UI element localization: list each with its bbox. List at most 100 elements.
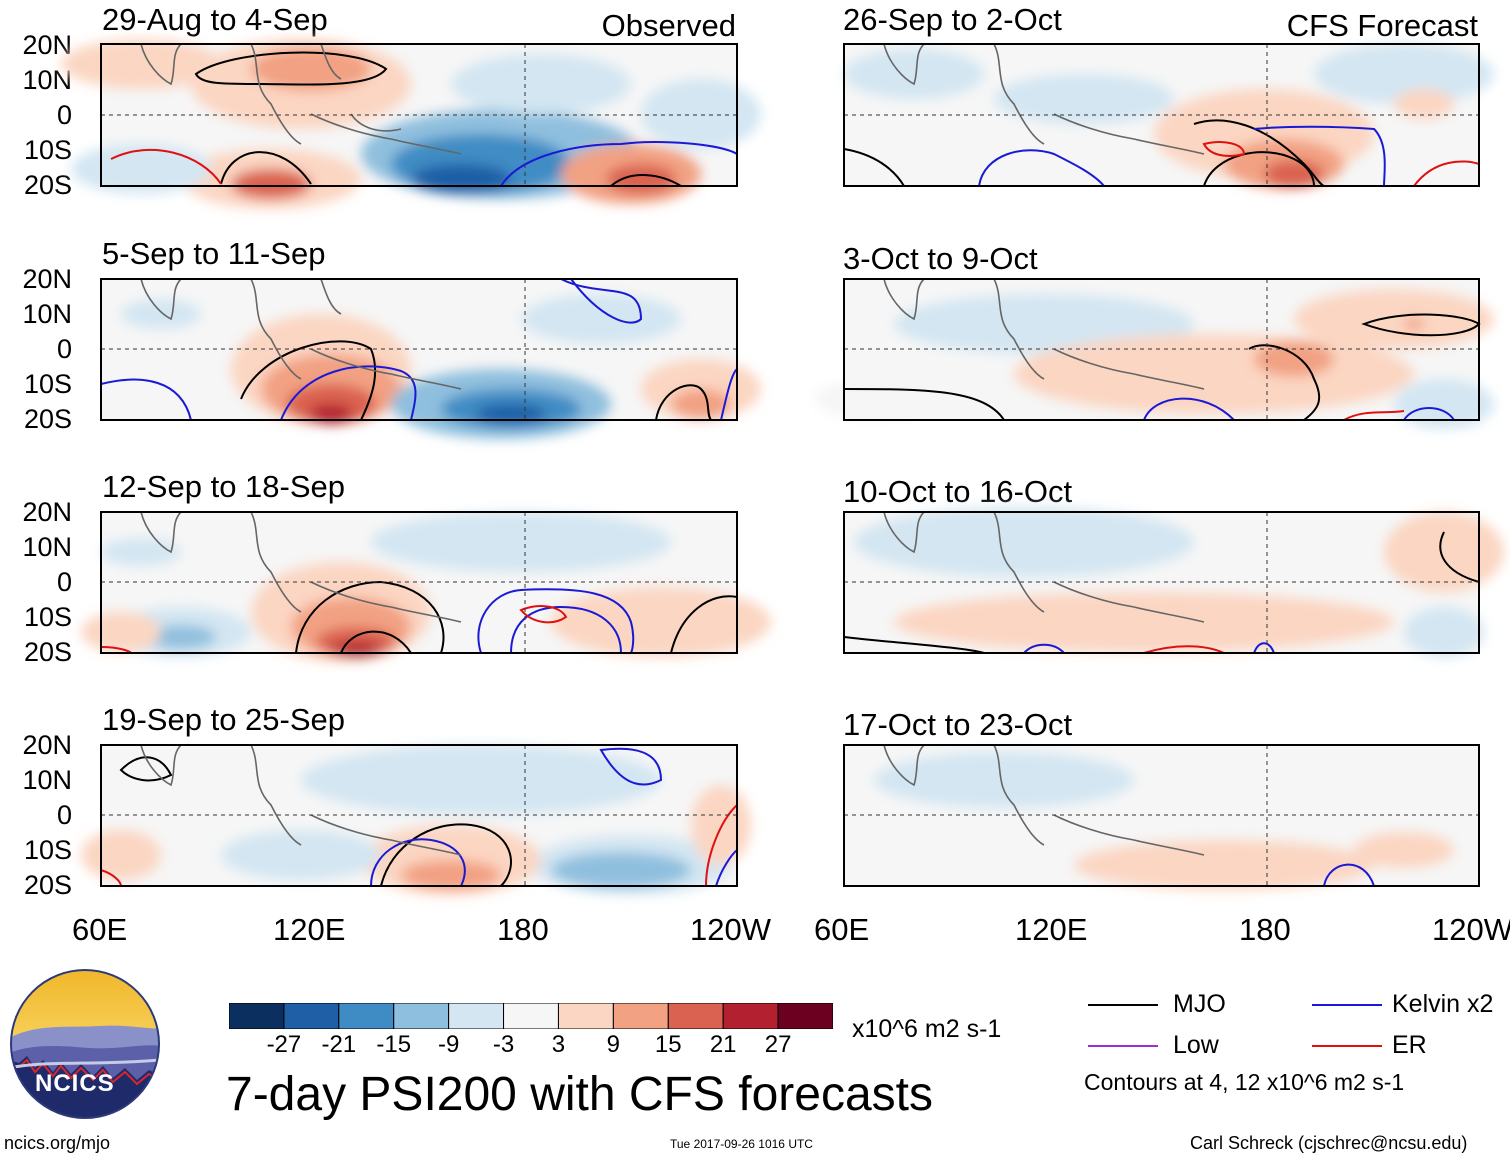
colorbar-tick-label: 3 xyxy=(551,1031,566,1058)
colorbar-tick-label: -9 xyxy=(437,1031,460,1058)
ncics-logo xyxy=(10,969,160,1119)
contours xyxy=(843,531,1480,654)
colorbar-tick-label: 27 xyxy=(764,1031,792,1058)
colorbar-swatch xyxy=(667,1003,724,1029)
lon-label: 120E xyxy=(273,912,346,947)
colorbar-swatch xyxy=(503,1003,559,1029)
colorbar-unit: x10^6 m2 s-1 xyxy=(852,1015,1002,1043)
lat-label: 20N xyxy=(22,497,72,527)
anomaly-field xyxy=(81,745,751,895)
lat-label: 0 xyxy=(56,567,72,597)
lat-label: 10N xyxy=(22,532,72,562)
lat-label: 0 xyxy=(56,334,72,364)
anomaly-field xyxy=(854,507,1504,657)
map-panel-fcst-3 xyxy=(843,507,1504,657)
coastlines xyxy=(883,511,1205,623)
coastlines xyxy=(140,43,462,155)
lon-label: 180 xyxy=(497,912,549,947)
legend-line-kelvin xyxy=(1312,1004,1382,1006)
contours xyxy=(100,278,738,421)
footer-credit: Carl Schreck (cjschrec@ncsu.edu) xyxy=(1190,1133,1468,1153)
contours xyxy=(843,119,1480,187)
lat-label: 0 xyxy=(56,100,72,130)
lat-label: 20S xyxy=(23,404,72,434)
lat-label: 10S xyxy=(23,602,72,632)
legend-line-low xyxy=(1088,1045,1158,1047)
forecast-label: CFS Forecast xyxy=(1286,8,1478,43)
anomaly-field xyxy=(814,289,1494,429)
lat-label: 10N xyxy=(22,299,72,329)
panel-title-obs-4: 19-Sep to 25-Sep xyxy=(102,702,346,737)
colorbar-tick-label: -15 xyxy=(376,1031,412,1058)
main-title: 7-day PSI200 with CFS forecasts xyxy=(226,1068,933,1121)
map-panel-fcst-2 xyxy=(814,278,1494,429)
colorbar-swatch xyxy=(557,1003,614,1029)
colorbar-tick-label: -21 xyxy=(321,1031,357,1058)
lat-label: 0 xyxy=(56,800,72,830)
contours xyxy=(110,51,738,187)
panel-title-fcst-2: 3-Oct to 9-Oct xyxy=(843,241,1038,276)
lat-label: 20S xyxy=(23,170,72,200)
colorbar-swatch xyxy=(283,1003,340,1029)
colorbar-swatch xyxy=(448,1003,505,1029)
colorbar-tick-label: -27 xyxy=(266,1031,302,1058)
legend-label-low: Low xyxy=(1173,1031,1219,1059)
panel-title-fcst-3: 10-Oct to 16-Oct xyxy=(843,474,1073,509)
observed-label: Observed xyxy=(601,8,736,43)
lon-label: 180 xyxy=(1239,912,1291,947)
colorbar-tick-label: 9 xyxy=(606,1031,621,1058)
footer-timestamp: Tue 2017-09-26 1016 UTC xyxy=(670,1137,813,1151)
map-panel-obs-4 xyxy=(81,744,751,895)
map-panel-fcst-4 xyxy=(843,744,1480,890)
coastlines xyxy=(140,511,462,623)
colorbar-swatch xyxy=(393,1003,450,1029)
colorbar-tick-label: 15 xyxy=(654,1031,682,1058)
colorbar xyxy=(229,1003,833,1029)
lat-label: 10S xyxy=(23,835,72,865)
coastlines xyxy=(883,744,1205,856)
colorbar-swatch xyxy=(229,1003,285,1029)
map-panel-obs-1 xyxy=(61,39,761,209)
coastlines xyxy=(883,278,1205,390)
colorbar-swatch xyxy=(722,1003,779,1029)
map-panel-fcst-1 xyxy=(843,43,1494,189)
map-panel-obs-3 xyxy=(81,511,771,662)
legend-line-mjo xyxy=(1088,1004,1158,1006)
anomaly-field xyxy=(874,752,1454,890)
lon-label: 120W xyxy=(1432,914,1510,945)
lat-label: 20S xyxy=(23,870,72,900)
lon-label: 60E xyxy=(814,912,870,947)
contours xyxy=(100,747,738,887)
legend-contour-note: Contours at 4, 12 x10^6 m2 s-1 xyxy=(1084,1069,1405,1095)
lat-label: 20N xyxy=(22,264,72,294)
coastlines xyxy=(140,744,462,856)
lat-label: 10N xyxy=(22,765,72,795)
colorbar-swatch xyxy=(612,1003,669,1029)
map-panel-obs-2 xyxy=(100,278,761,439)
contours xyxy=(1323,863,1375,887)
colorbar-tick-label: 21 xyxy=(709,1031,737,1058)
anomaly-field xyxy=(81,512,771,662)
lat-label: 20N xyxy=(22,30,72,60)
lat-label: 10S xyxy=(23,369,72,399)
lon-label: 120E xyxy=(1015,912,1088,947)
coastlines xyxy=(140,278,462,390)
lat-label: 10N xyxy=(22,65,72,95)
panel-title-obs-2: 5-Sep to 11-Sep xyxy=(102,236,326,271)
lon-label: 60E xyxy=(72,912,128,947)
panel-title-obs-1: 29-Aug to 4-Sep xyxy=(102,2,328,37)
legend-line-er xyxy=(1312,1045,1382,1047)
colorbar-swatch xyxy=(338,1003,395,1029)
panel-title-fcst-1: 26-Sep to 2-Oct xyxy=(843,2,1062,37)
lat-label: 20S xyxy=(23,637,72,667)
lon-label: 120W xyxy=(690,912,771,947)
legend-label-kelvin: Kelvin x2 xyxy=(1392,990,1494,1018)
colorbar-swatch xyxy=(777,1003,833,1029)
lat-label: 10S xyxy=(23,135,72,165)
legend-label-mjo: MJO xyxy=(1173,990,1226,1018)
colorbar-tick-label: -3 xyxy=(492,1031,515,1058)
logo-text: NCICS xyxy=(35,1070,115,1097)
panel-title-fcst-4: 17-Oct to 23-Oct xyxy=(843,707,1073,742)
footer-url[interactable]: ncics.org/mjo xyxy=(4,1133,111,1153)
panel-title-obs-3: 12-Sep to 18-Sep xyxy=(102,469,346,504)
